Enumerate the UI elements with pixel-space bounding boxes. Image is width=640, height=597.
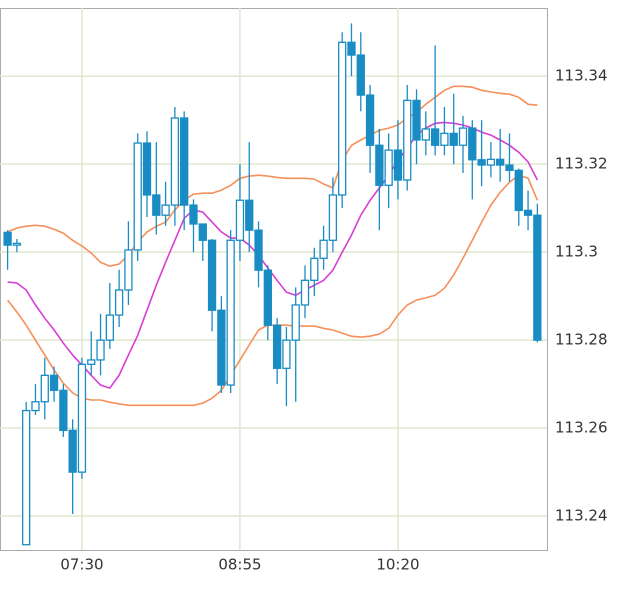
candle-body [514, 169, 523, 212]
candle-body [356, 54, 365, 96]
candle-body [310, 257, 319, 281]
candle-body [468, 127, 477, 161]
candle-body [263, 269, 272, 326]
candle-body [77, 363, 87, 473]
x-tick-label: 10:20 [376, 556, 419, 574]
band-line [7, 121, 539, 390]
candle-body [403, 99, 412, 181]
candle-body [170, 117, 180, 206]
candle-body [124, 249, 133, 291]
candle-body [87, 359, 96, 365]
band-line [6, 174, 539, 407]
candle-body [59, 389, 68, 431]
candle-body [189, 204, 198, 225]
candle-body [319, 239, 328, 259]
y-tick-label: 113.28 [555, 331, 608, 349]
candle-body [533, 214, 542, 341]
y-tick-label: 113.26 [555, 419, 608, 437]
candle-body [412, 99, 421, 141]
candle-body [22, 409, 31, 546]
candle-body [375, 144, 384, 186]
band-line [7, 85, 538, 268]
candle-body [152, 194, 161, 216]
candle-body [114, 289, 124, 316]
candle-body [338, 41, 347, 196]
candle-body [142, 142, 152, 196]
candle-body [523, 209, 533, 216]
candle-body [161, 204, 170, 216]
candle-body [384, 149, 393, 186]
candle-body [105, 314, 114, 341]
candle-body [486, 158, 496, 166]
candle-body [365, 94, 375, 146]
candle-body [180, 117, 189, 206]
candle-body [300, 279, 310, 306]
candle-body [245, 199, 254, 231]
y-tick-label: 113.3 [555, 243, 598, 261]
candle-body [458, 127, 468, 146]
candle-body [31, 401, 40, 412]
candle-body [49, 374, 59, 391]
candle-body [449, 132, 458, 146]
y-tick-label: 113.32 [555, 155, 608, 173]
candle-body [347, 41, 356, 56]
candle-body [235, 199, 245, 241]
candle-body [505, 164, 514, 171]
candle-body [40, 374, 49, 403]
candle-body [133, 142, 142, 251]
candle-body [393, 149, 403, 181]
candle-body [254, 229, 263, 271]
candle-body [430, 128, 440, 146]
candle-body [217, 309, 226, 386]
x-tick-label: 07:30 [60, 556, 103, 574]
candle-body [198, 223, 207, 241]
candle-body [421, 128, 430, 141]
candle-body [282, 339, 291, 369]
candle-body [68, 429, 77, 473]
y-tick-label: 113.34 [555, 67, 608, 85]
candle-body [291, 304, 300, 341]
candle-body [440, 132, 449, 146]
candle-body [12, 242, 22, 246]
candle-body [272, 324, 282, 369]
x-tick-label: 08:55 [218, 556, 261, 574]
candle-body [226, 239, 235, 386]
candle-body [96, 339, 105, 361]
candle-body [477, 159, 486, 166]
y-tick-label: 113.24 [555, 507, 608, 525]
candle-body [328, 194, 338, 241]
candle-body [207, 239, 217, 311]
plot-frame [0, 8, 548, 551]
candle-body [496, 158, 505, 166]
candle-body [3, 231, 12, 246]
